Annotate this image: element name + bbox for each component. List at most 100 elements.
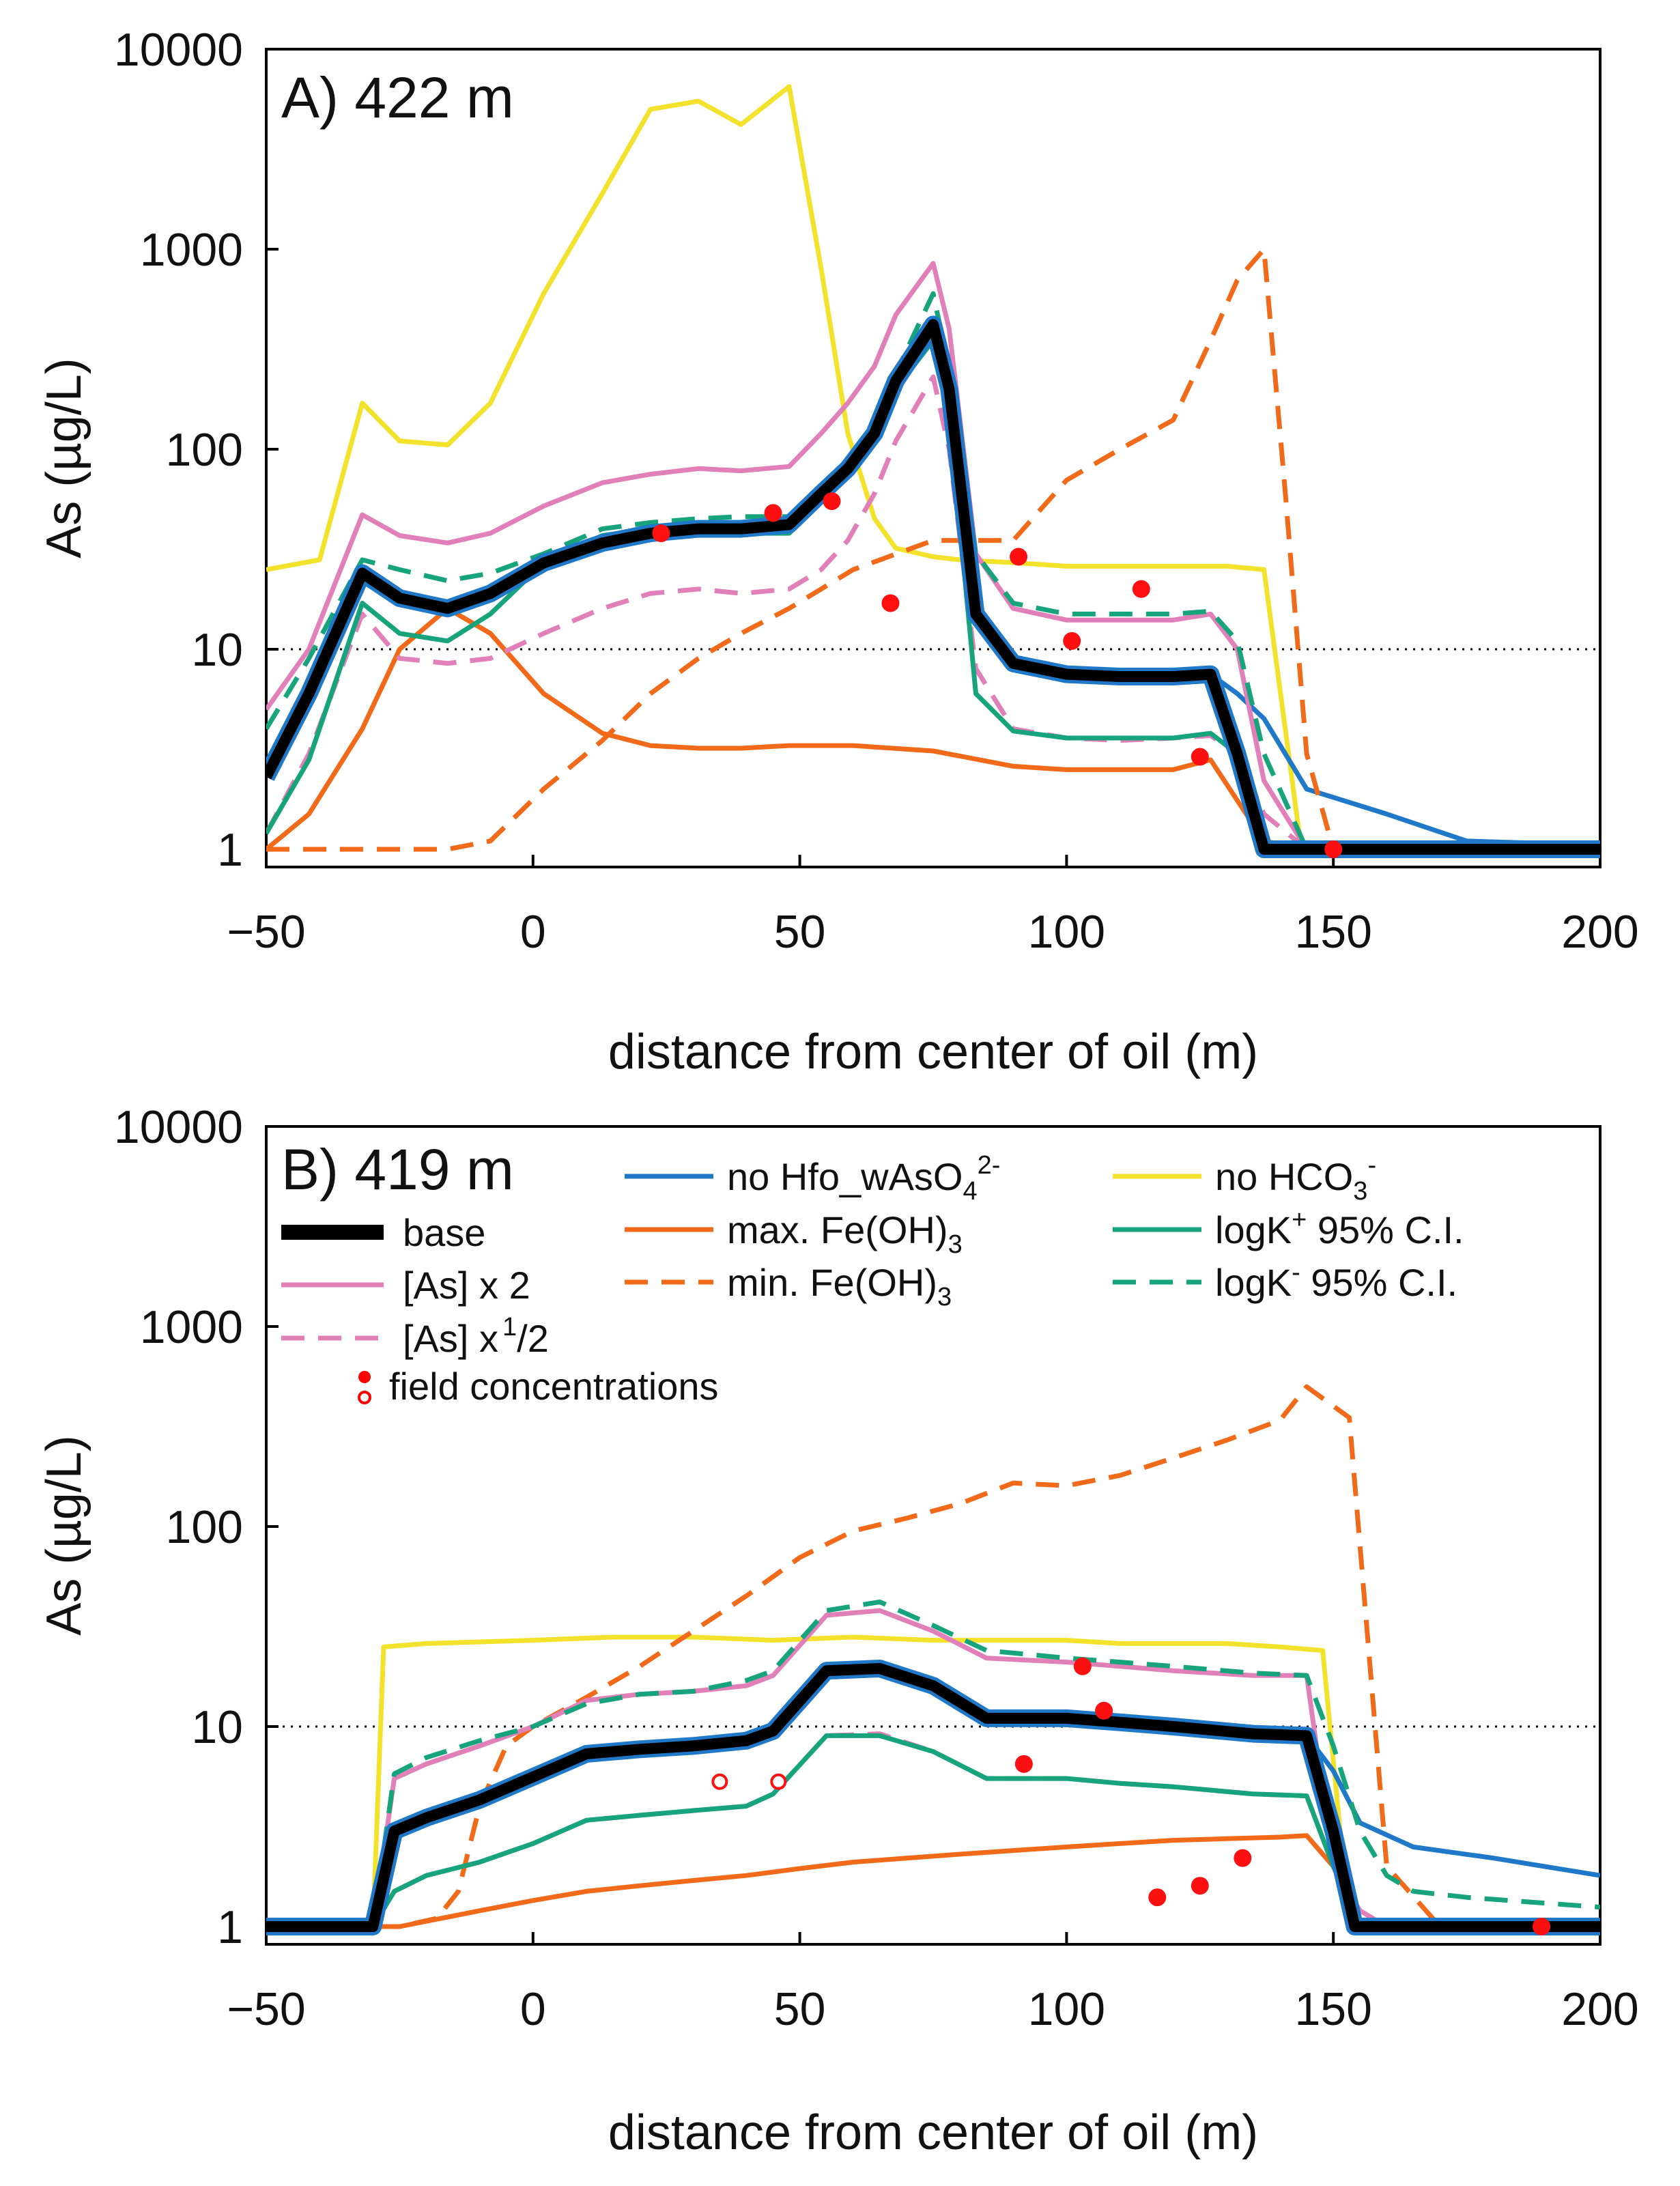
y-axis-title-b: As (µg/L): [37, 1435, 91, 1636]
legend-item-field-concentrations: field concentrations: [358, 1365, 719, 1408]
legend-marker-filled: [358, 1371, 371, 1383]
legend-item-as-half: [As] x 1/2: [281, 1313, 549, 1360]
legend-item-min-feoh3: min. Fe(OH)3: [625, 1261, 952, 1311]
x-tick-label: 50: [774, 906, 826, 958]
legend-label-min-feoh3: min. Fe(OH)3: [727, 1261, 952, 1311]
series-base-outline: [266, 1660, 1600, 1935]
x-tick-label: 0: [520, 1983, 546, 2035]
legend-label-base: base: [403, 1211, 485, 1254]
series-min_feoh3: [266, 1384, 1600, 1929]
y-tick-label: 10000: [114, 24, 243, 76]
plot-frame-a: [265, 48, 1601, 868]
legend-marker-open: [358, 1391, 371, 1404]
legend-logk-minus-sup: -: [1292, 1258, 1300, 1287]
series-no_hfo: [266, 322, 1600, 848]
legend-item-no-hfo: no Hfo_wAsO42-: [625, 1151, 1000, 1206]
legend-no-hco3-sup: -: [1367, 1151, 1376, 1180]
y-tick-label: 100: [166, 1501, 243, 1553]
series-logk_plus: [266, 1733, 1600, 1929]
field-point: [881, 594, 900, 612]
x-tick-label: 50: [774, 1983, 826, 2035]
ticks-b: −50 0 50 100 150 200 1 10 100 1000 10000: [114, 1101, 1639, 2035]
x-tick-label: 200: [1561, 906, 1638, 958]
legend-max-feoh3-sub: 3: [948, 1230, 963, 1259]
legend-no-hfo-main: no Hfo_wAsO: [727, 1155, 963, 1198]
legend-label-as-x2: [As] x 2: [403, 1264, 530, 1307]
panel-label-b: B) 419 m: [281, 1137, 514, 1202]
x-axis-title-a: distance from center of oil (m): [608, 1025, 1258, 1079]
legend-item-logk-minus: logK- 95% C.I.: [1113, 1258, 1457, 1304]
x-tick-label: 0: [520, 906, 546, 958]
series-base: [266, 1663, 1600, 1932]
field-point: [1010, 548, 1028, 566]
plot-frame-b: [265, 1125, 1601, 1946]
series-as_half: [266, 1731, 1600, 1929]
field-point: [1063, 631, 1081, 650]
field-point: [1533, 1918, 1551, 1935]
legend-as-half-num: 1: [502, 1313, 517, 1342]
legend-item-base: base: [281, 1211, 485, 1254]
field-point: [823, 492, 841, 511]
legend-label-logk-plus: logK+ 95% C.I.: [1215, 1206, 1464, 1251]
series-logk_minus: [266, 1599, 1600, 1929]
legend-label-max-feoh3: max. Fe(OH)3: [727, 1208, 963, 1259]
legend-no-hco3-sub: 3: [1353, 1177, 1367, 1206]
legend-logk-plus-sup: +: [1292, 1206, 1307, 1234]
series-base: [266, 319, 1600, 855]
field-point: [652, 524, 670, 543]
field-points-a: [652, 492, 1343, 858]
series-as_x2: [266, 261, 1600, 852]
legend-label-no-hco3: no HCO3-: [1215, 1151, 1376, 1206]
legend-label-no-hfo: no Hfo_wAsO42-: [727, 1151, 1000, 1206]
field-point: [1191, 748, 1209, 766]
legend-logk-plus-main: logK: [1215, 1208, 1292, 1251]
legend-item-as-x2: [As] x 2: [281, 1264, 530, 1307]
legend-no-hco3-main: no HCO: [1215, 1155, 1353, 1198]
legend-item-no-hco3: no HCO3-: [1113, 1151, 1376, 1206]
field-point: [1324, 840, 1343, 858]
legend: base [As] x 2 [As] x 1/2 field concentrat…: [281, 1151, 1464, 1408]
field-point: [1234, 1849, 1252, 1867]
y-tick-label: 100: [166, 424, 243, 476]
legend-no-hfo-sup: 2-: [978, 1151, 1001, 1180]
x-tick-label: −50: [227, 1983, 305, 2035]
legend-as-half-den: /2: [517, 1317, 549, 1360]
ticks-a: −50 0 50 100 150 200 1 10 100 1000 10000: [114, 24, 1639, 958]
x-tick-label: 100: [1028, 906, 1105, 958]
field-point: [1132, 580, 1150, 598]
x-tick-label: −50: [227, 906, 305, 958]
legend-as-half-main: [As] x: [403, 1317, 498, 1360]
series-max_feoh3: [266, 606, 1600, 852]
legend-logk-plus-rest: 95% C.I.: [1307, 1208, 1464, 1251]
field-point: [764, 504, 782, 522]
y-axis-title-a: As (µg/L): [37, 358, 91, 558]
field-point: [1073, 1657, 1092, 1675]
legend-min-feoh3-sub: 3: [937, 1283, 952, 1311]
x-tick-label: 100: [1028, 1983, 1105, 2035]
legend-item-logk-plus: logK+ 95% C.I.: [1113, 1206, 1464, 1251]
field-point-open: [770, 1773, 787, 1790]
legend-item-max-feoh3: max. Fe(OH)3: [625, 1208, 963, 1259]
y-tick-label: 1: [217, 824, 243, 876]
series-group-a: [266, 84, 1600, 858]
series-base-outline: [266, 315, 1600, 858]
legend-max-feoh3-main: max. Fe(OH): [727, 1208, 948, 1251]
legend-min-feoh3-main: min. Fe(OH): [727, 1261, 937, 1304]
field-point: [1148, 1888, 1167, 1907]
legend-logk-minus-main: logK: [1215, 1261, 1292, 1304]
y-tick-label: 10000: [114, 1101, 243, 1153]
x-tick-label: 150: [1294, 906, 1371, 958]
series-as_half: [266, 374, 1600, 852]
legend-label-logk-minus: logK- 95% C.I.: [1215, 1258, 1457, 1304]
y-tick-label: 1: [217, 1901, 243, 1953]
x-tick-label: 150: [1294, 1983, 1371, 2035]
field-point: [1191, 1877, 1209, 1895]
panel-label-a: A) 422 m: [281, 66, 514, 130]
field-points-b: [711, 1657, 1551, 1935]
legend-no-hfo-sub: 4: [963, 1177, 978, 1206]
y-tick-label: 10: [191, 624, 243, 676]
field-point: [1095, 1701, 1113, 1720]
y-tick-label: 10: [191, 1701, 243, 1753]
